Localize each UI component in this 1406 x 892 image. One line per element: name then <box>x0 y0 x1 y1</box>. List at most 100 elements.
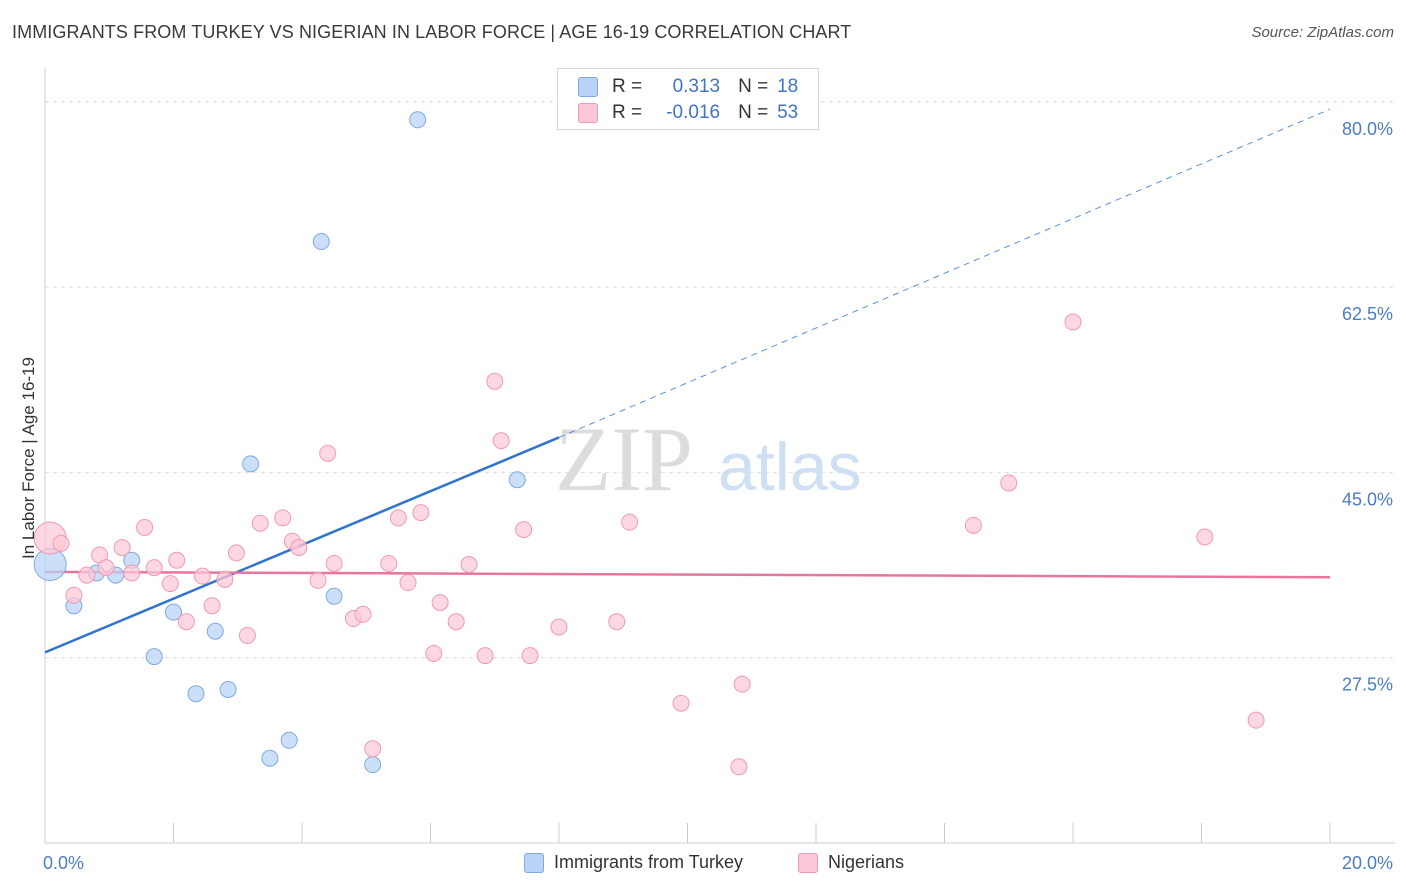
point-nigerians-17 <box>238 626 256 644</box>
point-nigerians-2 <box>65 586 83 604</box>
point-nigerians-3 <box>78 566 96 584</box>
point-nigerians-47 <box>964 516 982 534</box>
point-turkey-14 <box>325 587 343 605</box>
x-tick-label-0: 0.0% <box>43 853 84 873</box>
source-label: Source: ZipAtlas.com <box>1251 24 1394 41</box>
point-turkey-7 <box>187 685 205 703</box>
swatch-nigerians <box>578 103 598 123</box>
series-legend: Immigrants from Turkey Nigerians <box>0 852 1406 878</box>
point-nigerians-42 <box>608 613 626 631</box>
point-nigerians-33 <box>431 594 449 612</box>
point-nigerians-39 <box>515 521 533 539</box>
watermark-atlas: atlas <box>718 429 862 505</box>
point-nigerians-1 <box>52 534 70 552</box>
correlation-legend: R = 0.313 N = 18 R = -0.016 N = 53 <box>557 68 819 130</box>
point-nigerians-29 <box>389 509 407 527</box>
point-turkey-11 <box>261 749 279 767</box>
y-tick-label-1: 45.0% <box>1342 489 1393 509</box>
point-nigerians-38 <box>492 432 510 450</box>
watermark: ZIP atlas <box>555 408 862 510</box>
legend-label-turkey: Immigrants from Turkey <box>554 852 744 872</box>
point-nigerians-48 <box>1000 474 1018 492</box>
data-points <box>33 111 1265 776</box>
point-nigerians-43 <box>621 513 639 531</box>
point-turkey-9 <box>219 680 237 698</box>
n-value-nigerians: 53 <box>777 102 799 123</box>
r-label: R = <box>612 76 643 97</box>
point-nigerians-24 <box>319 444 337 462</box>
n-label: N = <box>738 76 769 97</box>
point-nigerians-41 <box>550 618 568 636</box>
point-turkey-16 <box>409 111 427 129</box>
trend-line-nigerians <box>44 570 1331 579</box>
point-turkey-5 <box>145 648 163 666</box>
point-nigerians-31 <box>412 504 430 522</box>
r-value-turkey: 0.313 <box>672 76 721 97</box>
axes <box>44 68 1395 844</box>
point-nigerians-27 <box>364 740 382 758</box>
legend-row-turkey: R = 0.313 N = 18 <box>578 74 798 100</box>
x-tick-label-1: 20.0% <box>1342 853 1393 873</box>
legend-item-turkey[interactable]: Immigrants from Turkey <box>524 852 743 873</box>
point-nigerians-37 <box>486 372 504 390</box>
point-turkey-17 <box>508 471 526 489</box>
point-nigerians-22 <box>309 571 327 589</box>
trend-lines <box>44 108 1331 654</box>
point-nigerians-10 <box>161 575 179 593</box>
point-nigerians-45 <box>733 675 751 693</box>
n-value-turkey: 18 <box>777 76 799 97</box>
r-label: R = <box>612 102 643 123</box>
point-nigerians-36 <box>476 647 494 665</box>
point-nigerians-11 <box>168 551 186 569</box>
tick-labels: 27.5% 45.0% 62.5% 80.0% 0.0% 20.0% <box>43 119 1393 873</box>
legend-label-nigerians: Nigerians <box>828 852 905 872</box>
swatch-turkey <box>578 77 598 97</box>
point-nigerians-50 <box>1196 528 1214 546</box>
n-label: N = <box>738 102 769 123</box>
point-turkey-13 <box>312 233 330 251</box>
point-turkey-8 <box>206 622 224 640</box>
point-nigerians-14 <box>203 597 221 615</box>
point-nigerians-23 <box>325 554 343 572</box>
y-tick-label-0: 27.5% <box>1342 675 1393 695</box>
watermark-zip: ZIP <box>555 408 693 510</box>
point-turkey-15 <box>364 756 382 774</box>
r-value-nigerians: -0.016 <box>666 102 721 123</box>
point-nigerians-18 <box>251 514 269 532</box>
point-nigerians-13 <box>193 567 211 585</box>
point-turkey-12 <box>280 731 298 749</box>
point-nigerians-8 <box>136 518 154 536</box>
point-nigerians-9 <box>145 559 163 577</box>
point-nigerians-6 <box>113 539 131 557</box>
point-nigerians-51 <box>1247 711 1265 729</box>
point-nigerians-12 <box>177 613 195 631</box>
point-nigerians-35 <box>460 556 478 574</box>
chart-title: IMMIGRANTS FROM TURKEY VS NIGERIAN IN LA… <box>12 22 852 42</box>
legend-row-nigerians: R = -0.016 N = 53 <box>578 100 798 126</box>
point-nigerians-30 <box>399 574 417 592</box>
point-turkey-10 <box>242 455 260 473</box>
point-nigerians-32 <box>425 644 443 662</box>
legend-item-nigerians[interactable]: Nigerians <box>798 852 904 873</box>
y-tick-label-3: 80.0% <box>1342 119 1393 139</box>
point-turkey-6 <box>165 603 182 621</box>
point-nigerians-19 <box>274 509 292 527</box>
point-nigerians-44 <box>672 694 690 712</box>
point-nigerians-40 <box>521 647 539 665</box>
point-nigerians-5 <box>97 559 115 577</box>
point-nigerians-46 <box>730 758 748 776</box>
swatch-nigerians <box>798 852 818 873</box>
point-nigerians-7 <box>123 564 141 582</box>
point-nigerians-15 <box>216 570 234 588</box>
y-tick-label-2: 62.5% <box>1342 304 1393 324</box>
point-nigerians-16 <box>227 544 245 562</box>
point-nigerians-34 <box>447 613 465 631</box>
trend-extension-turkey <box>558 108 1331 438</box>
point-nigerians-28 <box>380 554 398 572</box>
point-nigerians-21 <box>290 539 308 557</box>
y-axis-title: In Labor Force | Age 16-19 <box>19 357 38 559</box>
swatch-turkey <box>524 852 544 873</box>
point-nigerians-49 <box>1064 313 1082 331</box>
point-nigerians-26 <box>354 605 372 623</box>
